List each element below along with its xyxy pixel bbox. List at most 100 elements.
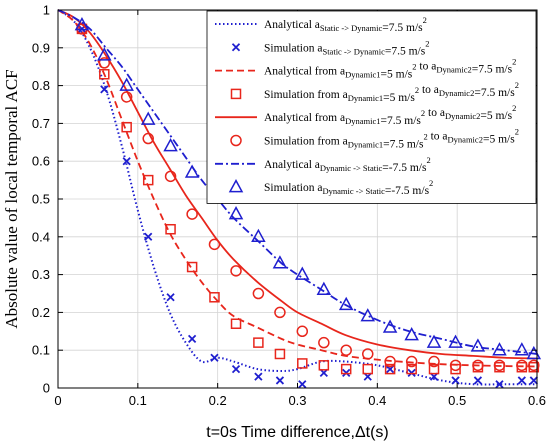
data-point <box>120 91 133 103</box>
data-point <box>473 376 483 385</box>
data-point <box>208 238 221 251</box>
data-point <box>187 334 197 343</box>
data-point <box>360 308 376 322</box>
data-point <box>163 138 178 152</box>
x-tick-label: 0.1 <box>129 393 147 408</box>
data-point <box>296 325 309 338</box>
data-point <box>362 363 374 375</box>
data-point <box>492 342 507 356</box>
legend-label: Analytical aStatic -> Dynamic=7.5 m/s2 <box>264 15 427 34</box>
data-point <box>362 348 374 360</box>
data-point <box>274 306 286 319</box>
series-3 <box>57 9 538 368</box>
data-point <box>252 287 265 300</box>
series-line <box>57 9 537 386</box>
data-point <box>495 380 504 389</box>
y-tick-label: 0.7 <box>32 116 50 131</box>
y-tick-label: 1 <box>43 3 50 18</box>
data-point <box>428 355 440 368</box>
legend-item-7: Analytical aDynamic -> Static=-7.5 m/s2 <box>215 155 431 174</box>
y-tick-label: 0.5 <box>32 192 50 207</box>
data-point <box>97 47 112 61</box>
data-point <box>184 164 200 178</box>
data-point <box>98 57 111 69</box>
legend-label: Analytical from aDynamic1=7.5 m/s2 to aD… <box>264 103 516 127</box>
data-point <box>166 293 175 302</box>
x-tick-label: 0.3 <box>288 393 306 408</box>
data-point <box>230 265 242 277</box>
data-point <box>297 358 308 369</box>
data-point <box>140 111 156 125</box>
data-point <box>340 363 352 375</box>
series-6 <box>76 23 540 372</box>
legend-item-3: Analytical from aDynamic1=5 m/s2 to aDyn… <box>215 57 516 81</box>
legend-label: Simulation from aDynamic1=7.5 m/s2 to aD… <box>264 127 519 151</box>
data-point <box>449 359 462 372</box>
series-line <box>57 9 538 360</box>
legend-label: Simulation aDynamic -> Static=-7.5 m/s2 <box>264 178 433 197</box>
data-point <box>451 376 460 385</box>
x-tick-label: 0.5 <box>448 393 466 408</box>
legend-item-1: Analytical aStatic -> Dynamic=7.5 m/s2 <box>215 15 427 34</box>
plot-series <box>57 9 542 389</box>
data-point <box>405 355 418 368</box>
data-point <box>228 206 244 220</box>
data-point <box>253 337 264 348</box>
x-tick-label: 0.2 <box>209 393 227 408</box>
data-point <box>450 363 461 375</box>
data-point <box>165 223 176 235</box>
y-tick-label: 0.4 <box>32 229 50 244</box>
data-point <box>210 353 219 362</box>
data-point <box>493 359 506 372</box>
legend-label: Simulation aStatic -> Dynamic=7.5 m/s2 <box>264 38 429 57</box>
data-point <box>338 296 354 311</box>
legend-label: Analytical aDynamic -> Static=-7.5 m/s2 <box>264 155 431 174</box>
data-point <box>384 355 396 368</box>
data-point <box>517 376 526 385</box>
y-tick-label: 0.3 <box>32 267 50 282</box>
data-point <box>144 232 153 241</box>
data-point <box>529 376 538 385</box>
data-point <box>119 77 134 91</box>
legend-label: Simulation from aDynamic1=5 m/s2 to aDyn… <box>264 80 519 104</box>
legend-box <box>206 10 537 204</box>
data-point <box>186 208 198 220</box>
data-point <box>318 360 330 371</box>
legend-marker <box>230 134 242 147</box>
data-point <box>298 380 307 389</box>
series-line <box>57 9 538 368</box>
y-tick-label: 0 <box>43 381 50 396</box>
data-point <box>516 359 528 372</box>
data-point <box>230 318 242 329</box>
legend: Analytical aStatic -> Dynamic=7.5 m/s2 Si… <box>206 10 537 204</box>
data-point <box>470 338 486 352</box>
data-point <box>209 292 220 303</box>
data-point <box>384 363 396 375</box>
data-point <box>340 344 352 356</box>
data-point <box>121 121 132 133</box>
data-point <box>99 69 110 80</box>
data-point <box>231 364 241 374</box>
y-tick-label: 0.6 <box>32 154 50 169</box>
data-point <box>122 157 131 166</box>
data-point <box>382 319 398 333</box>
y-tick-label: 0.2 <box>32 305 50 320</box>
data-point <box>254 372 263 381</box>
data-point <box>514 342 530 356</box>
legend-marker <box>231 43 241 52</box>
data-point <box>528 359 540 372</box>
legend-item-4: Simulation from aDynamic1=5 m/s2 to aDyn… <box>230 80 519 104</box>
y-tick-label: 0.1 <box>32 343 50 358</box>
legend-item-8: Simulation aDynamic -> Static=-7.5 m/s2 <box>228 178 433 197</box>
series-1 <box>57 9 537 386</box>
data-point <box>316 281 332 295</box>
y-axis-title: Absolute value of local temporal ACF <box>2 69 21 328</box>
legend-item-6: Simulation from aDynamic1=7.5 m/s2 to aD… <box>230 127 519 151</box>
y-tick-label: 0.8 <box>32 78 50 93</box>
legend-marker <box>230 88 242 100</box>
data-point <box>275 376 285 385</box>
data-point <box>404 327 419 341</box>
data-point <box>472 359 484 372</box>
data-point <box>295 266 310 280</box>
